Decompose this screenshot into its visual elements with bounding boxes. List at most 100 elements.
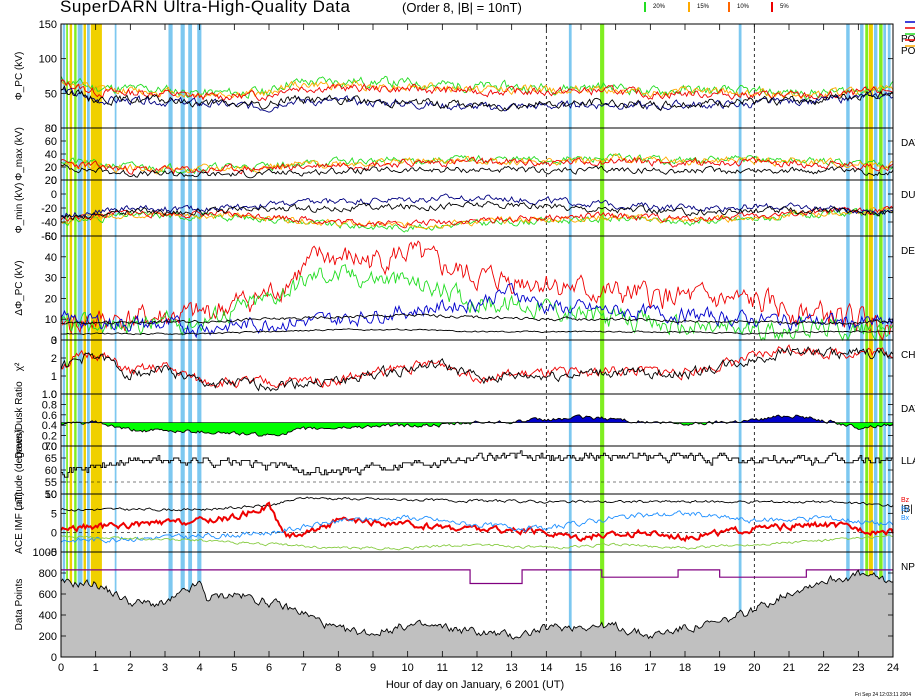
series-line-phi-pc	[60, 85, 894, 112]
y-tick-label: 0.2	[42, 431, 57, 443]
imf-component-label: Bx	[901, 515, 910, 522]
y-tick-label: 0	[51, 389, 57, 401]
series-line-delta-phi	[60, 240, 894, 341]
y-tick-label: -40	[41, 217, 57, 229]
npts-threshold-line	[61, 569, 893, 585]
x-tick-label: 3	[162, 662, 168, 674]
y-tick-label: 50	[45, 88, 57, 100]
y-tick-label: 10	[45, 489, 57, 501]
panel-frame-chi2	[60, 339, 894, 395]
y-tick-label: 20	[45, 175, 57, 187]
series-line-delta-phi	[60, 264, 894, 342]
y-axis-label: Φ_PC (kV)	[14, 52, 25, 101]
y-tick-label: 0.6	[42, 410, 57, 422]
y-tick-label: 20	[45, 162, 57, 174]
y-tick-label: 50	[45, 231, 57, 243]
series-line-imf	[60, 501, 894, 543]
panel-right-label: CH	[901, 350, 915, 361]
y-tick-label: 55	[45, 477, 57, 489]
x-tick-label: 12	[471, 662, 483, 674]
panel-right-label: DU	[901, 190, 915, 201]
y-axis-label: Dawn/Dusk Ratio	[14, 381, 25, 459]
y-tick-label: 400	[39, 610, 57, 622]
x-tick-label: 9	[370, 662, 376, 674]
x-tick-label: 14	[540, 662, 552, 674]
y-tick-label: 200	[39, 631, 57, 643]
panel-right-label: NP	[901, 562, 915, 573]
footer-timestamp: Fri Sep 24 12:03:11 2004	[854, 692, 911, 698]
imf-component-label: Bz	[901, 497, 910, 504]
ratio-dusk-fill	[61, 414, 893, 423]
chart-title: SuperDARN Ultra-High-Quality Data	[60, 0, 351, 16]
series-line-phi-min	[60, 193, 894, 219]
series-line-phi-pc	[60, 79, 894, 102]
y-axis-label: Φ_min (kV)	[14, 183, 25, 234]
x-tick-label: 1	[93, 662, 99, 674]
y-tick-label: 60	[45, 465, 57, 477]
series-line-chi2	[60, 344, 894, 389]
series-line-phi-pc	[60, 75, 894, 100]
x-tick-label: 8	[335, 662, 341, 674]
series-line-phi-max	[60, 156, 894, 175]
y-tick-label: 65	[45, 453, 57, 465]
panel-right-label: LLA	[901, 456, 915, 467]
y-tick-label: 100	[39, 54, 57, 66]
series-line-phi-pc	[60, 79, 894, 100]
y-tick-label: 40	[45, 149, 57, 161]
panel-frame-phi-pc	[60, 23, 894, 129]
x-tick-label: 22	[818, 662, 830, 674]
y-tick-label: -5	[47, 547, 57, 559]
y-tick-label: 5	[51, 508, 57, 520]
x-tick-label: 0	[58, 662, 64, 674]
series-line-ratio	[60, 414, 894, 437]
panel-frame-imf	[60, 493, 894, 553]
y-tick-label: 50	[45, 489, 57, 501]
y-tick-label: 0	[51, 652, 57, 664]
y-tick-label: 0.0	[42, 441, 57, 453]
series-line-phi-min	[60, 206, 894, 229]
x-tick-label: 6	[266, 662, 272, 674]
x-tick-label: 19	[714, 662, 726, 674]
y-tick-label: 10	[45, 314, 57, 326]
y-tick-label: 3	[51, 335, 57, 347]
panel-frame-latitude	[60, 445, 894, 495]
x-tick-label: 21	[783, 662, 795, 674]
y-tick-label: 150	[39, 19, 57, 31]
y-tick-label: 0	[51, 175, 57, 187]
panel-right-label: |B|	[901, 504, 913, 515]
series-line-phi-max	[60, 152, 894, 175]
legend-percent-15: 15%	[697, 4, 710, 10]
legend-percent-10: 10%	[737, 4, 750, 10]
x-tick-label: 15	[575, 662, 587, 674]
y-tick-label: 800	[39, 568, 57, 580]
y-axis-label: Latitude (degrees)	[14, 429, 25, 510]
legend-percent-20: 20%	[653, 4, 666, 10]
series-line-imf	[60, 510, 894, 544]
y-tick-label: 30	[45, 273, 57, 285]
y-tick-label: 40	[45, 252, 57, 264]
x-tick-label: 23	[852, 662, 864, 674]
panel-right-label: DAY	[901, 404, 915, 415]
y-tick-label: 20	[45, 293, 57, 305]
x-tick-label: 17	[644, 662, 656, 674]
panel-right-label: DE	[901, 246, 915, 257]
series-line-chi2	[60, 346, 894, 392]
legend-percent-5: 5%	[780, 4, 789, 10]
y-tick-label: 1000	[33, 547, 57, 559]
y-axis-label: ΔΦ_PC (kV)	[14, 260, 25, 315]
series-line-imf	[60, 534, 894, 551]
ratio-dawn-fill	[61, 422, 893, 437]
y-tick-label: 0	[51, 528, 57, 540]
panel-right-label: DAY	[901, 138, 915, 149]
series-line-delta-phi	[60, 313, 894, 325]
x-tick-label: 16	[610, 662, 622, 674]
x-tick-label: 5	[231, 662, 237, 674]
x-tick-label: 24	[887, 662, 899, 674]
series-line-npts	[60, 569, 893, 640]
x-tick-label: 4	[197, 662, 203, 674]
x-tick-label: 11	[437, 662, 448, 674]
series-line-imf	[60, 496, 894, 512]
x-tick-label: 10	[402, 662, 414, 674]
